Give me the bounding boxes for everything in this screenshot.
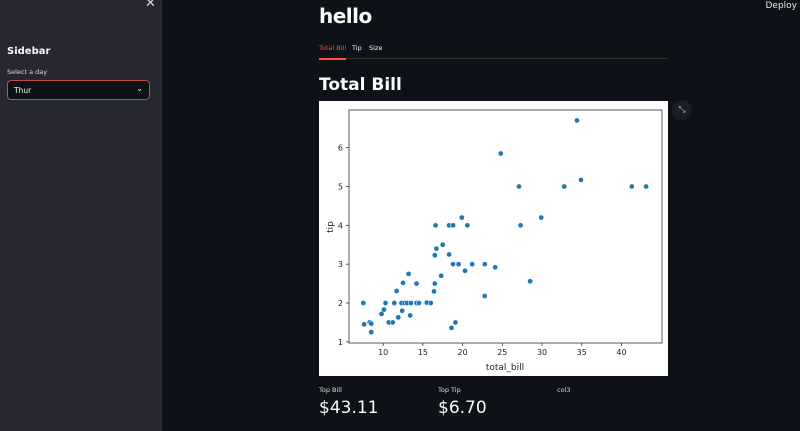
metric-value: $43.11: [319, 398, 379, 418]
data-point: [574, 117, 580, 124]
data-point: [452, 319, 459, 326]
data-point: [393, 288, 400, 294]
fullscreen-expand-icon[interactable]: ⤡: [672, 100, 692, 120]
metric-label: Top Tip: [438, 386, 461, 394]
data-point: [413, 280, 420, 287]
data-point: [391, 300, 398, 306]
data-point: [517, 222, 524, 229]
data-point: [497, 150, 504, 157]
select-day-label: Select a day: [7, 68, 48, 76]
tab-total-bill[interactable]: Total Bill: [319, 44, 347, 60]
data-point: [408, 300, 414, 306]
data-point: [464, 222, 471, 229]
metric-value: $6.70: [438, 398, 487, 418]
data-point: [527, 278, 533, 285]
data-point: [448, 325, 455, 331]
data-point: [378, 311, 385, 317]
select-value: Thur: [14, 86, 32, 95]
data-point: [481, 261, 488, 268]
x-tick-label: 30: [537, 348, 547, 357]
tab-size[interactable]: Size: [369, 44, 383, 52]
data-point: [561, 183, 568, 190]
data-point: [368, 329, 375, 335]
y-tick-label: 5: [338, 183, 343, 192]
y-axis-label: tip: [326, 221, 336, 233]
data-point: [360, 300, 367, 306]
tab-tip[interactable]: Tip: [352, 44, 362, 52]
data-point: [431, 252, 438, 259]
data-point: [389, 319, 396, 326]
data-point: [416, 300, 422, 306]
data-point: [492, 264, 499, 271]
data-point: [431, 280, 438, 287]
axes-frame: [348, 109, 663, 344]
chevron-down-icon: ⌄: [136, 84, 143, 93]
metric-label: col3: [557, 386, 571, 394]
section-title: Total Bill: [319, 75, 402, 95]
data-point: [431, 288, 437, 295]
data-point: [458, 214, 465, 221]
data-point: [578, 177, 584, 183]
data-point: [433, 245, 440, 252]
day-select[interactable]: Thur ⌄: [7, 80, 150, 100]
data-point: [427, 300, 434, 306]
metric-top-bill: Top Bill $43.11: [319, 386, 378, 418]
data-point: [481, 293, 488, 299]
scatter-plot-svg: total_bill tip 10 15 20 25 30 35 40 1 2 3 4 5 6: [326, 109, 663, 373]
data-point: [399, 307, 406, 314]
tab-bar: Total Bill Tip Size: [319, 42, 668, 60]
metric-col3: col3: [557, 386, 571, 398]
x-tick-label: 10: [378, 348, 388, 357]
data-point: [446, 251, 452, 258]
data-point: [400, 279, 406, 286]
data-point: [381, 306, 387, 313]
x-axis-label: total_bill: [486, 363, 524, 373]
data-point: [469, 261, 475, 268]
x-tick-label: 40: [616, 348, 626, 357]
x-tick-label: 35: [577, 348, 587, 357]
data-point: [395, 314, 402, 321]
data-point: [450, 261, 456, 268]
data-point: [439, 241, 446, 248]
sidebar: ✕ Sidebar Select a day Thur ⌄: [0, 0, 162, 431]
deploy-button[interactable]: Deploy: [765, 1, 797, 11]
y-tick-label: 4: [338, 221, 343, 230]
data-point: [462, 267, 468, 274]
data-point: [643, 183, 649, 190]
y-tick-label: 1: [338, 338, 343, 347]
y-tick-label: 3: [338, 260, 343, 269]
close-sidebar-icon[interactable]: ✕: [145, 0, 156, 11]
x-tick-label: 25: [497, 348, 507, 357]
data-point: [407, 312, 414, 319]
data-point: [516, 183, 522, 190]
data-point: [438, 272, 445, 279]
data-point: [455, 261, 462, 268]
y-tick-label: 2: [338, 299, 343, 308]
data-point: [432, 222, 439, 229]
x-tick-label: 15: [418, 348, 428, 357]
metric-top-tip: Top Tip $6.70: [438, 386, 487, 418]
data-point: [361, 321, 367, 328]
data-point: [382, 300, 389, 306]
y-tick-label: 6: [338, 144, 343, 153]
scatter-chart: total_bill tip 10 15 20 25 30 35 40 1 2 3 4 5 6: [319, 101, 668, 376]
x-tick-label: 20: [458, 348, 468, 357]
data-point: [450, 222, 456, 229]
data-point: [405, 271, 412, 277]
sidebar-title: Sidebar: [7, 46, 51, 57]
data-point: [538, 214, 545, 221]
data-point: [628, 183, 635, 190]
data-point: [368, 320, 375, 327]
metric-label: Top Bill: [319, 386, 342, 394]
page-title: hello: [319, 4, 372, 28]
